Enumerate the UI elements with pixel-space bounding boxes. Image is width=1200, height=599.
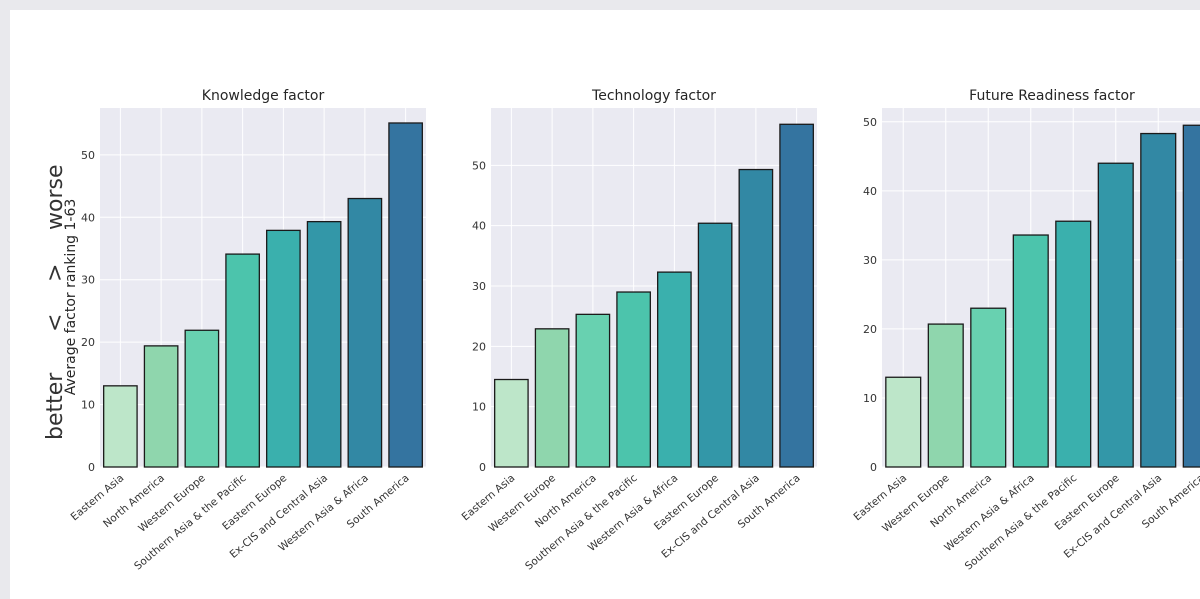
bar	[184, 329, 220, 468]
figure-frame: better < > worse Average factor ranking …	[10, 10, 1200, 599]
chart-title: Knowledge factor	[202, 88, 325, 104]
side-label-worse: worse	[43, 165, 68, 231]
chart-title: Technology factor	[591, 88, 716, 104]
bar	[1182, 124, 1200, 468]
y-tick-label: 0	[479, 461, 486, 474]
y-tick-label: 20	[81, 336, 95, 349]
y-tick-label: 50	[81, 149, 95, 162]
bar	[143, 345, 179, 468]
bar	[1140, 132, 1177, 468]
bar	[657, 271, 692, 468]
bar	[885, 376, 922, 468]
y-tick-label: 0	[870, 461, 877, 474]
side-label-better: better	[43, 372, 68, 440]
side-label-greater-than: >	[43, 264, 68, 282]
bar	[1097, 162, 1134, 468]
y-tick-label: 30	[863, 254, 877, 267]
bar	[970, 307, 1007, 468]
y-tick-label: 20	[863, 323, 877, 336]
bar	[697, 222, 733, 468]
side-label: better < > worse	[43, 165, 68, 441]
bar	[306, 220, 342, 468]
bar	[534, 328, 570, 468]
chart-title: Future Readiness factor	[969, 88, 1135, 104]
y-tick-label: 50	[472, 159, 486, 172]
y-tick-label: 30	[472, 280, 486, 293]
bar	[225, 253, 260, 468]
y-tick-label: 0	[88, 461, 95, 474]
y-tick-label: 10	[472, 401, 486, 414]
y-tick-label: 40	[472, 220, 486, 233]
bar	[738, 168, 774, 468]
bar	[266, 229, 301, 468]
y-axis-label: Average factor ranking 1-63	[63, 199, 79, 396]
y-tick-label: 20	[472, 340, 486, 353]
y-tick-label: 50	[863, 116, 877, 129]
y-tick-label: 10	[81, 399, 95, 412]
bar	[575, 313, 611, 468]
bar	[103, 385, 138, 468]
side-label-less-than: <	[43, 314, 68, 332]
bar	[1012, 234, 1049, 468]
y-tick-label: 30	[81, 274, 95, 287]
bar	[779, 123, 814, 468]
bar	[347, 197, 383, 468]
bar-chart-figure: better < > worse Average factor ranking …	[43, 88, 1200, 573]
bar	[616, 291, 651, 468]
bar	[927, 323, 964, 468]
y-tick-label: 40	[863, 185, 877, 198]
y-tick-label: 40	[81, 211, 95, 224]
bar	[494, 378, 529, 468]
y-tick-label: 10	[863, 392, 877, 405]
bar	[1055, 220, 1092, 468]
bar	[388, 122, 423, 468]
